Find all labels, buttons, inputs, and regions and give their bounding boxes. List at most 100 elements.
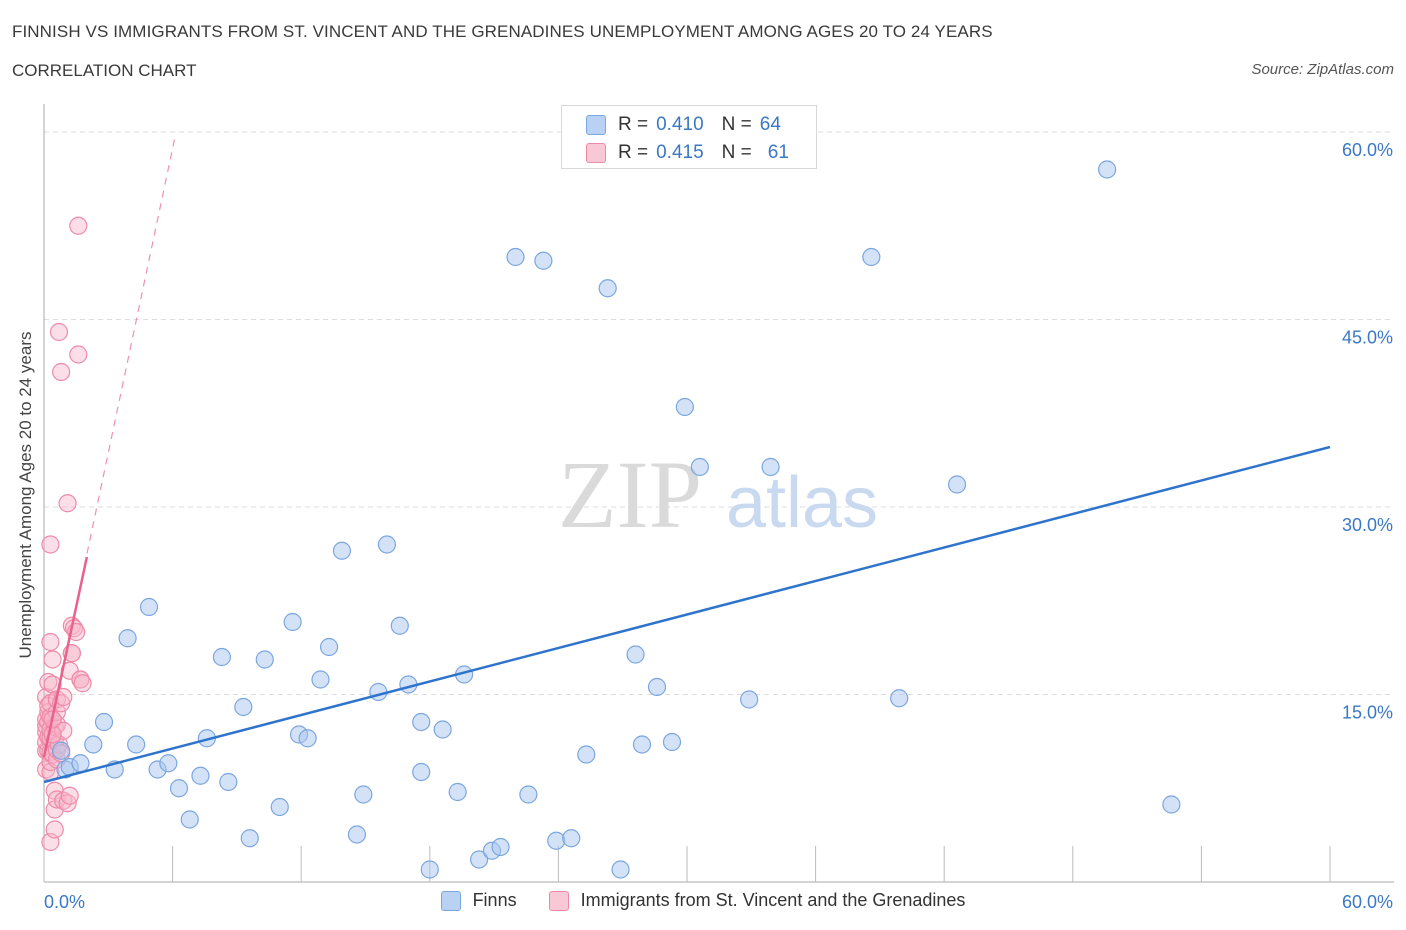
watermark-atlas: atlas — [726, 463, 878, 543]
data-point-finns — [534, 251, 553, 270]
data-point-finns — [94, 712, 114, 732]
data-point-finns — [740, 690, 759, 709]
legend-n-value: 61 — [767, 142, 789, 163]
y-tick-label: 45.0% — [1342, 328, 1393, 348]
data-point-finns — [547, 831, 566, 850]
data-point-svg — [43, 675, 62, 694]
trend-line-svg — [42, 556, 89, 758]
data-point-finns — [626, 645, 645, 664]
data-point-finns — [469, 850, 489, 869]
trend-line-finns — [43, 445, 1331, 784]
data-point-svg — [73, 674, 92, 693]
data-point-finns — [298, 729, 317, 748]
data-point-finns — [390, 616, 409, 635]
axes — [43, 104, 1394, 883]
data-point-finns — [862, 247, 881, 267]
data-point-finns — [632, 735, 652, 754]
watermark-zip: ZIP — [558, 441, 702, 548]
data-point-finns — [283, 612, 302, 632]
data-point-finns — [212, 647, 231, 667]
data-point-finns — [412, 712, 431, 732]
data-point-finns — [180, 810, 199, 829]
source-credit: Source: ZipAtlas.com — [1251, 61, 1394, 78]
legend-r-value: 0.415 — [656, 142, 704, 163]
data-point-svg — [43, 650, 62, 669]
data-point-svg — [58, 494, 77, 513]
x-tick-label: 0.0% — [44, 892, 85, 912]
legend-row-finns: R = 0.410 N = 64 — [586, 113, 781, 137]
data-point-finns — [420, 860, 439, 879]
y-tick-label: 15.0% — [1342, 703, 1393, 723]
data-point-svg — [45, 820, 64, 839]
y-axis-label: Unemployment Among Ages 20 to 24 years — [16, 331, 35, 659]
legend-label-svg: Immigrants from St. Vincent and the Gren… — [580, 890, 966, 910]
data-point-finns — [577, 745, 596, 764]
legend-n-label: N = — [721, 114, 752, 135]
data-point-finns — [448, 782, 467, 802]
chart-subtitle: CORRELATION CHART — [12, 61, 197, 80]
chart-title: FINNISH VS IMMIGRANTS FROM ST. VINCENT A… — [12, 22, 993, 41]
data-point-finns — [647, 677, 667, 697]
data-point-finns — [332, 541, 352, 560]
data-point-finns — [118, 629, 137, 648]
data-point-finns — [1162, 795, 1181, 814]
data-point-finns — [139, 597, 159, 617]
legend-n-label: N = — [721, 142, 752, 163]
data-point-finns — [947, 475, 967, 494]
data-point-finns — [234, 697, 253, 717]
data-point-finns — [412, 762, 431, 782]
data-point-finns — [377, 535, 397, 554]
data-point-finns — [347, 825, 367, 844]
data-point-svg — [69, 216, 88, 235]
data-point-finns — [319, 637, 339, 657]
legend-r-value: 0.410 — [656, 114, 704, 135]
data-point-finns — [675, 397, 694, 417]
data-point-finns — [127, 735, 146, 754]
watermark: ZIP atlas — [558, 441, 878, 548]
data-point-finns — [159, 754, 178, 773]
x-tick-label: 60.0% — [1342, 892, 1393, 912]
data-point-finns — [1097, 160, 1117, 179]
data-point-svg — [69, 345, 88, 364]
legend-item-finns: Finns — [440, 890, 517, 911]
stats-legend: R = 0.410 N = 64 R = 0.415 N = 61 — [561, 105, 817, 169]
series-legend: Finns Immigrants from St. Vincent and th… — [0, 890, 1406, 911]
legend-r-label: R = — [618, 114, 649, 135]
data-point-finns — [662, 732, 682, 752]
data-point-svg — [54, 721, 73, 740]
legend-item-svg: Immigrants from St. Vincent and the Gren… — [548, 890, 966, 911]
tick-labels: 15.0% 30.0% 45.0% 60.0% 0.0% 60.0% — [44, 140, 1393, 912]
data-point-finns — [519, 785, 538, 804]
data-point-finns — [219, 772, 238, 792]
data-point-svg — [52, 362, 71, 382]
data-point-finns — [311, 670, 330, 689]
trend-lines — [42, 138, 1331, 784]
data-point-svg — [41, 632, 60, 652]
data-point-svg — [41, 535, 60, 554]
data-point-finns — [433, 720, 452, 739]
legend-row-svg: R = 0.415 N = 61 — [586, 141, 789, 165]
legend-swatch-svg — [586, 143, 606, 163]
data-point-finns — [169, 779, 189, 798]
data-point-finns — [369, 682, 388, 702]
legend-r-label: R = — [618, 142, 649, 163]
data-point-svg — [58, 794, 77, 813]
legend-swatch-finns — [440, 890, 461, 911]
grid-lines — [44, 131, 1394, 695]
legend-n-value: 64 — [759, 114, 781, 135]
data-point-finns — [52, 741, 71, 760]
data-point-finns — [598, 279, 617, 298]
data-point-finns — [255, 650, 274, 669]
y-tick-label: 30.0% — [1342, 515, 1393, 535]
data-point-finns — [890, 689, 909, 708]
legend-label-finns: Finns — [472, 890, 517, 910]
data-point-finns — [240, 829, 259, 848]
data-point-finns — [84, 735, 103, 754]
data-point-finns — [191, 766, 210, 785]
series-finns-points — [52, 160, 1181, 879]
data-point-finns — [690, 457, 709, 477]
data-point-finns — [611, 860, 630, 879]
data-point-svg — [60, 786, 79, 805]
data-point-finns — [354, 785, 373, 804]
